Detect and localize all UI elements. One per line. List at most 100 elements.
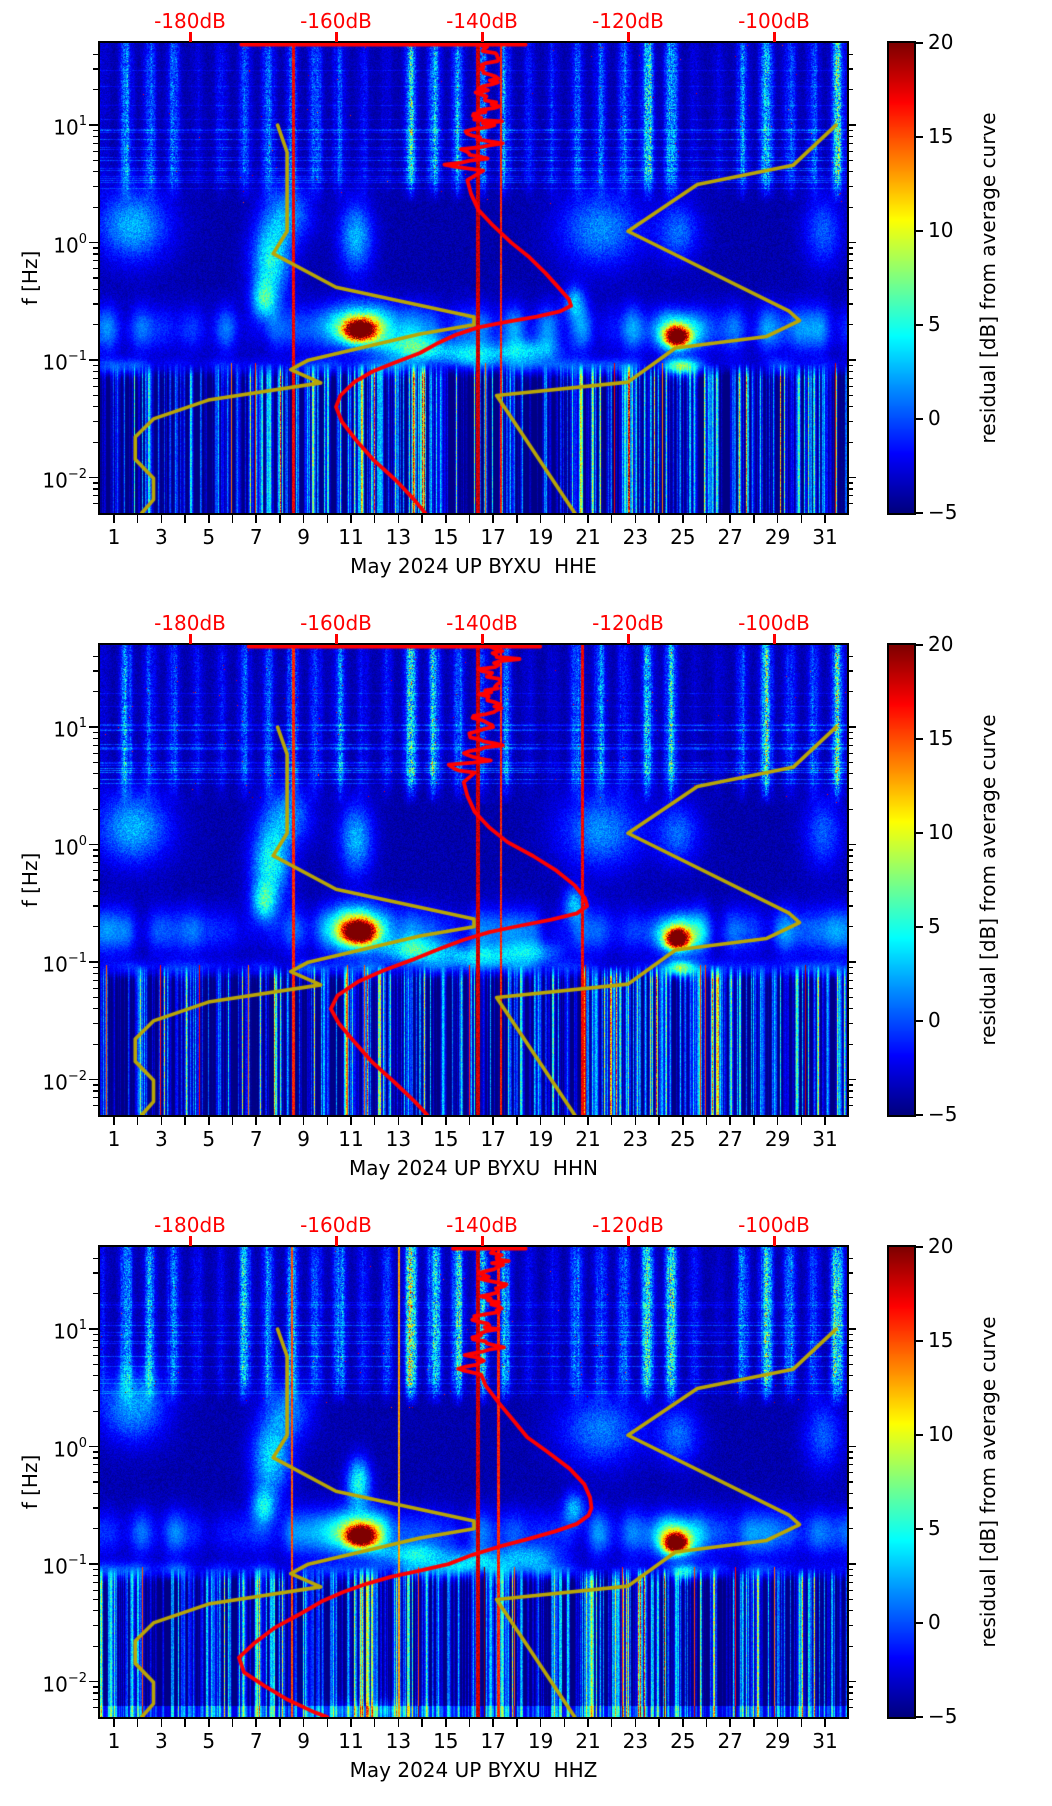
x-axis-tick: [587, 515, 589, 523]
y-axis-minor-tick: [849, 1610, 853, 1612]
x-axis-tick-label: 25: [670, 525, 696, 549]
y-axis-major-tick: [849, 359, 856, 361]
y-axis-minor-tick: [93, 1492, 98, 1494]
y-axis-minor-tick: [93, 53, 98, 55]
y-axis-minor-tick: [849, 737, 853, 740]
x-axis-tick: [800, 515, 803, 523]
y-axis-minor-tick: [93, 1692, 98, 1694]
y-axis-major-tick: [89, 1563, 98, 1565]
x-axis-tick-label: 31: [812, 1729, 838, 1753]
x-axis-tick: [824, 515, 826, 523]
y-axis-minor-tick: [849, 1492, 853, 1494]
y-axis-minor-tick: [849, 1097, 853, 1099]
y-axis-minor-tick: [849, 849, 853, 851]
top-axis-db-tick-label: -160dB: [300, 9, 372, 33]
y-axis-minor-tick: [93, 303, 98, 305]
y-axis-minor-tick: [849, 171, 853, 173]
y-axis-minor-tick: [93, 260, 98, 262]
x-axis-tick-label: 29: [764, 525, 791, 549]
y-axis-minor-tick: [93, 394, 98, 397]
y-axis-minor-tick: [849, 1581, 853, 1583]
x-axis-tick-label: 15: [433, 1729, 459, 1753]
y-axis-minor-tick: [849, 890, 853, 892]
y-axis-minor-tick: [849, 691, 853, 693]
top-axis-db-tick: [334, 1236, 338, 1246]
x-axis-tick-label: 27: [717, 525, 743, 549]
top-axis-db-tick-label: -100dB: [738, 1213, 810, 1237]
y-axis-tick-label: 10−1: [42, 349, 87, 375]
y-axis-minor-tick: [93, 890, 98, 892]
x-axis-tick: [563, 515, 566, 523]
x-axis-tick-label: 13: [385, 1127, 412, 1151]
x-axis-tick: [184, 515, 186, 523]
x-axis-tick: [729, 1719, 731, 1727]
y-axis-minor-tick: [93, 1363, 98, 1366]
top-axis-db-tick: [480, 1236, 484, 1246]
y-axis-minor-tick: [849, 761, 853, 764]
y-axis-minor-tick: [849, 879, 853, 881]
y-axis-minor-tick: [93, 1686, 98, 1688]
y-axis-tick-exponent: 0: [78, 231, 87, 247]
y-axis-minor-tick: [93, 135, 98, 138]
y-axis-minor-tick: [849, 394, 853, 397]
y-axis-minor-tick: [93, 253, 98, 255]
x-axis-tick-label: 7: [249, 1127, 263, 1151]
x-axis-tick-label: 9: [297, 1729, 310, 1753]
y-axis-minor-tick: [849, 268, 853, 270]
x-axis-tick: [753, 1719, 755, 1727]
x-axis-tick-label: 23: [622, 1729, 649, 1753]
colorbar-tick: [916, 1434, 923, 1436]
top-axis-db-tick-label: -100dB: [738, 611, 810, 635]
y-axis-minor-tick: [93, 1008, 98, 1010]
x-axis-tick-label: 13: [385, 525, 412, 549]
top-axis-db-tick: [626, 32, 630, 42]
colorbar-tick-label: 5: [928, 914, 941, 938]
y-axis-minor-tick: [849, 206, 853, 208]
y-axis-tick-exponent: 0: [78, 833, 87, 849]
x-axis-tick: [539, 1117, 542, 1125]
y-axis-minor-tick: [93, 972, 98, 975]
colorbar-tick-label: 0: [928, 406, 941, 430]
y-axis-minor-tick: [849, 253, 853, 255]
y-axis-minor-tick: [93, 670, 98, 672]
x-axis-tick-label: 31: [812, 1127, 838, 1151]
y-axis-minor-tick: [93, 385, 98, 387]
x-axis-tick: [492, 1719, 494, 1727]
x-axis-tick: [776, 1117, 779, 1125]
y-axis-minor-tick: [849, 1707, 853, 1709]
y-axis-tick-exponent: 0: [78, 1435, 87, 1451]
y-axis-minor-tick: [849, 773, 853, 775]
y-axis-minor-tick: [849, 1354, 853, 1356]
x-axis-tick-label: 5: [202, 1127, 216, 1151]
y-axis-major-tick: [849, 241, 856, 244]
y-axis-tick-exponent: −2: [67, 466, 87, 482]
x-axis-tick: [231, 515, 234, 523]
x-axis-tick-label: 19: [527, 1729, 554, 1753]
y-axis-minor-tick: [849, 1528, 853, 1530]
y-axis-minor-tick: [849, 1339, 853, 1342]
x-axis-tick: [350, 1117, 352, 1125]
x-axis-tick: [587, 1719, 589, 1727]
x-axis-tick: [682, 1117, 684, 1125]
top-axis-db-tick: [626, 634, 630, 644]
x-axis-tick: [800, 1719, 803, 1727]
x-axis-label: May 2024 UP BYXU HHE: [350, 554, 597, 578]
y-axis-minor-tick: [849, 1333, 853, 1336]
y-axis-minor-tick: [849, 808, 853, 810]
colorbar-tick: [916, 832, 923, 834]
y-axis-minor-tick: [849, 288, 853, 290]
x-axis-tick-label: 29: [764, 1729, 791, 1753]
x-axis-tick: [421, 1117, 423, 1125]
y-axis-minor-tick: [93, 1528, 98, 1530]
top-axis-db-tick-label: -160dB: [300, 1213, 372, 1237]
y-axis-minor-tick: [93, 1346, 98, 1348]
x-axis-tick: [800, 1117, 803, 1125]
y-axis-minor-tick: [93, 1598, 98, 1601]
x-axis-tick-label: 23: [622, 525, 649, 549]
y-axis-minor-tick: [93, 1354, 98, 1356]
y-axis-minor-tick: [849, 670, 853, 672]
y-axis-minor-tick: [93, 324, 98, 326]
x-axis-tick: [326, 1719, 329, 1727]
y-axis-minor-tick: [93, 1339, 98, 1342]
top-axis-db-tick: [188, 634, 192, 644]
